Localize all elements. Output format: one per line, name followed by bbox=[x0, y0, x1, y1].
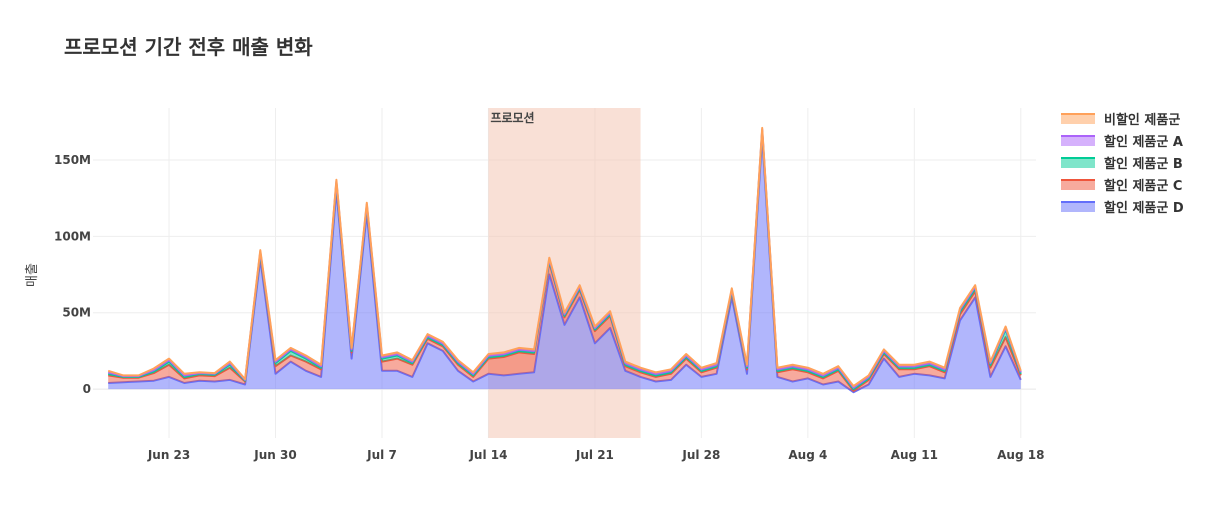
legend-item[interactable]: 할인 제품군 C bbox=[1061, 178, 1182, 194]
x-tick-label: Jul 14 bbox=[468, 448, 507, 462]
legend-label: 할인 제품군 C bbox=[1104, 178, 1182, 194]
x-tick-label: Aug 4 bbox=[788, 448, 827, 462]
y-tick-label: 50M bbox=[62, 306, 91, 320]
y-tick-label: 150M bbox=[54, 153, 91, 167]
x-axis: Jun 23 Jun 30 Jul 7 Jul 14 Jul 21 Jul 28 Aug 4… bbox=[147, 448, 1045, 462]
legend-swatch bbox=[1061, 202, 1095, 212]
legend-label: 할인 제품군 A bbox=[1104, 134, 1183, 150]
legend-swatch bbox=[1061, 180, 1095, 190]
series-areas bbox=[107, 126, 1022, 394]
legend-item[interactable]: 비할인 제품군 bbox=[1061, 112, 1180, 128]
legend-item[interactable]: 할인 제품군 D bbox=[1061, 200, 1184, 216]
legend-label: 할인 제품군 B bbox=[1104, 156, 1183, 172]
x-tick-label: Jul 7 bbox=[366, 448, 397, 462]
y-axis: 0 50M 100M 150M bbox=[54, 153, 91, 396]
x-tick-label: Jun 23 bbox=[147, 448, 190, 462]
x-tick-label: Aug 18 bbox=[997, 448, 1044, 462]
legend-item[interactable]: 할인 제품군 B bbox=[1061, 156, 1183, 172]
legend-swatch bbox=[1061, 136, 1095, 146]
chart-title: 프로모션 기간 전후 매출 변화 bbox=[64, 35, 313, 59]
y-tick-label: 0 bbox=[83, 382, 91, 396]
legend-label: 비할인 제품군 bbox=[1104, 112, 1180, 128]
x-tick-label: Jul 28 bbox=[681, 448, 720, 462]
x-tick-label: Jun 30 bbox=[253, 448, 296, 462]
x-tick-label: Aug 11 bbox=[891, 448, 938, 462]
legend-label: 할인 제품군 D bbox=[1104, 200, 1184, 216]
line-비할인 제품군 bbox=[107, 126, 1022, 388]
y-tick-label: 100M bbox=[54, 229, 91, 243]
legend-swatch bbox=[1061, 114, 1095, 124]
y-axis-label: 매출 bbox=[25, 263, 40, 287]
x-tick-label: Jul 21 bbox=[575, 448, 614, 462]
promotion-label: 프로모션 bbox=[490, 110, 534, 125]
legend-swatch bbox=[1061, 158, 1095, 168]
legend-item[interactable]: 할인 제품군 A bbox=[1061, 134, 1183, 150]
